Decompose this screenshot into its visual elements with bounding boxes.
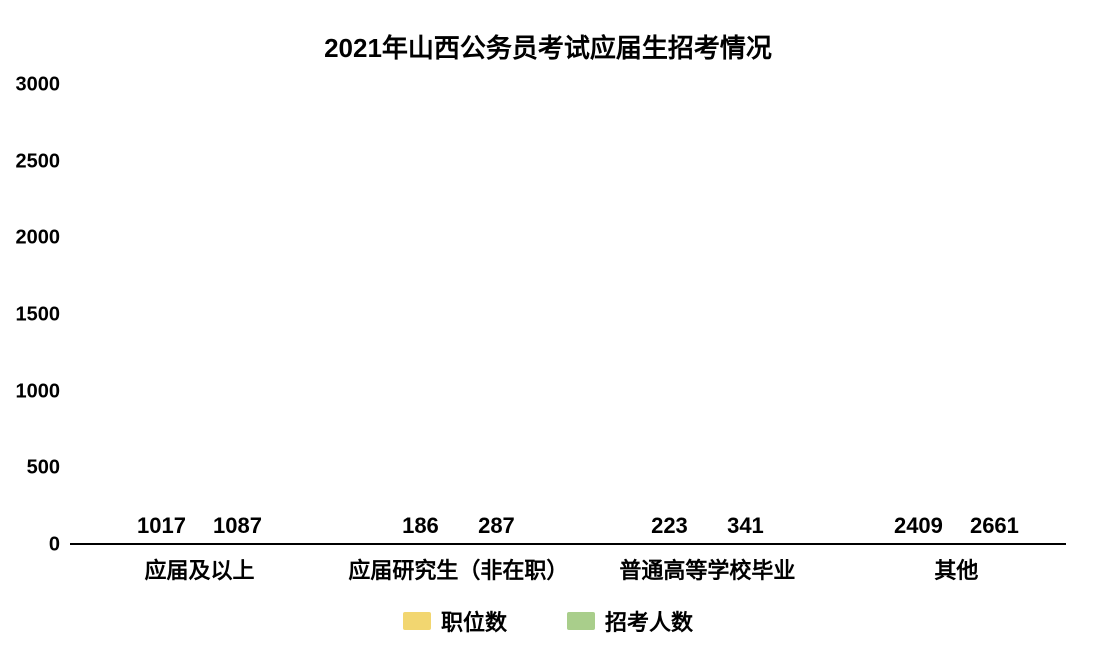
category-label: 普通高等学校毕业	[619, 553, 795, 585]
bar-value-label: 2409	[894, 513, 943, 539]
category-label: 应届及以上	[144, 553, 254, 585]
y-tick: 2500	[16, 150, 61, 173]
category-label: 应届研究生（非在职）	[348, 553, 568, 585]
legend: 职位数 招考人数	[30, 605, 1066, 637]
legend-item-0: 职位数	[403, 605, 507, 637]
bar-value-label: 186	[402, 513, 439, 539]
y-tick: 0	[49, 534, 60, 557]
bar-value-label: 223	[651, 513, 688, 539]
category-label: 其他	[934, 553, 978, 585]
legend-item-1: 招考人数	[567, 605, 693, 637]
y-tick: 1500	[16, 304, 61, 327]
legend-swatch-1	[567, 612, 595, 630]
y-tick: 500	[27, 457, 60, 480]
legend-label-0: 职位数	[441, 605, 507, 637]
bar-value-label: 1087	[213, 513, 262, 539]
bar-value-label: 2661	[970, 513, 1019, 539]
chart-container: 2021年山西公务员考试应届生招考情况 0 500 1000 1500 2000 2500…	[0, 0, 1106, 668]
plot-area: 10171087应届及以上186287应届研究生（非在职）223341普通高等学…	[70, 85, 1066, 545]
bar-value-label: 1017	[137, 513, 186, 539]
y-axis: 050010001500200025003000	[10, 85, 70, 545]
plot: 050010001500200025003000 10171087应届及以上18…	[70, 85, 1106, 585]
legend-label-1: 招考人数	[605, 605, 693, 637]
y-tick: 2000	[16, 227, 61, 250]
y-tick: 3000	[16, 74, 61, 97]
chart-title: 2021年山西公务员考试应届生招考情况	[30, 28, 1066, 65]
bar-value-label: 287	[478, 513, 515, 539]
legend-swatch-0	[403, 612, 431, 630]
y-tick: 1000	[16, 380, 61, 403]
bar-value-label: 341	[727, 513, 764, 539]
